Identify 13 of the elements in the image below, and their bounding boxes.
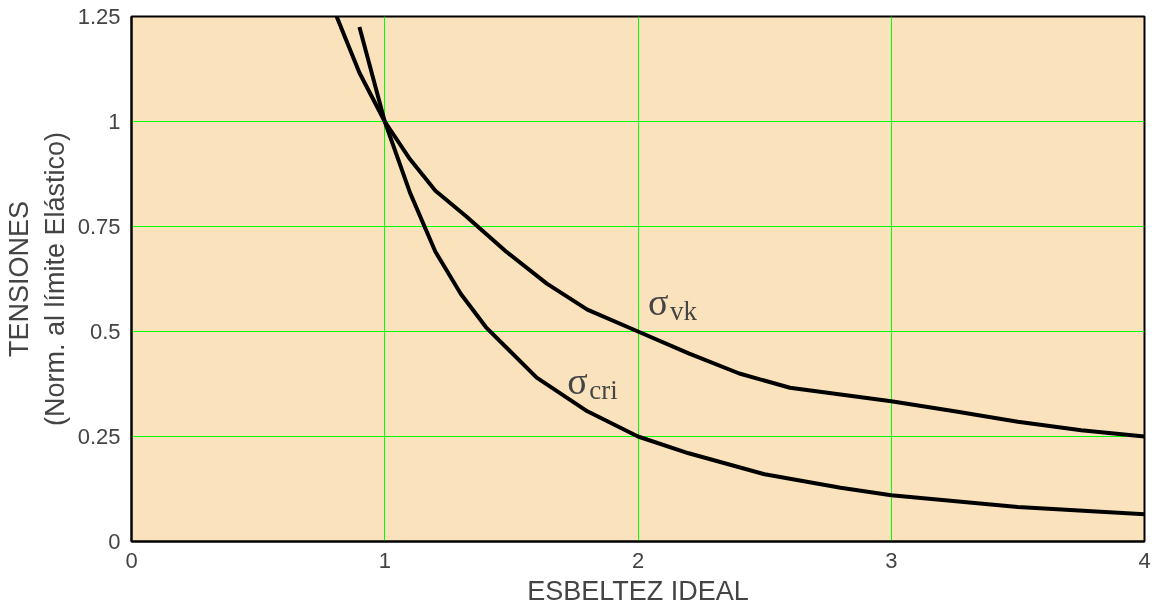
y-tick-label: 0.75 <box>77 214 121 239</box>
y-axis-title: TENSIONES (Norm. al límite Elástico) <box>3 131 70 427</box>
x-tick-label: 4 <box>1138 547 1151 573</box>
x-axis-title: ESBELTEZ IDEAL <box>527 575 749 606</box>
y-tick-label: 1.25 <box>77 4 121 29</box>
y-tick-label: 0.5 <box>89 319 121 344</box>
x-tick-label: 0 <box>125 547 138 573</box>
x-tick-label: 3 <box>885 547 898 573</box>
y-tick-label: 1 <box>108 109 121 134</box>
y-tick-label: 0 <box>108 529 121 554</box>
x-tick-label: 1 <box>378 547 391 573</box>
y-tick-label: 0.25 <box>77 424 121 449</box>
x-tick-label: 2 <box>631 547 645 573</box>
